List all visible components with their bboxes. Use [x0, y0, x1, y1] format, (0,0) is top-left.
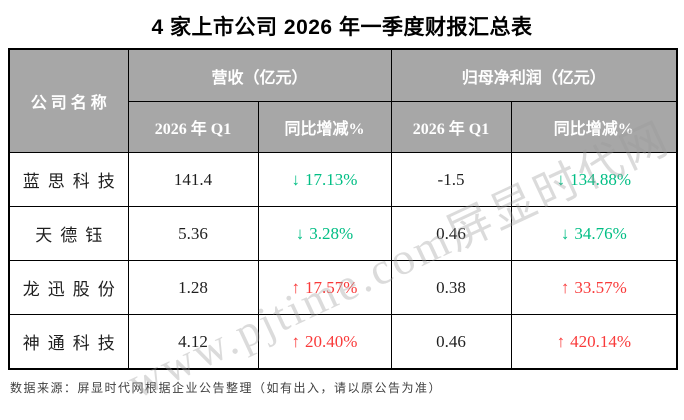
financial-report-table: 公司名称 营收（亿元） 归母净利润（亿元） 2026 年 Q1 同比增减% 20… — [8, 48, 679, 370]
profit-yoy-value: 420.14% — [570, 331, 631, 351]
change-arrow-icon: ↓ — [295, 223, 305, 243]
profit-q1-cell: 0.38 — [390, 260, 512, 315]
revenue-q1-cell: 4.12 — [127, 314, 259, 370]
profit-yoy-cell: ↑ 33.57% — [510, 260, 678, 315]
header-group-row: 公司名称 营收（亿元） 归母净利润（亿元） — [8, 48, 678, 153]
revenue-yoy-cell: ↓ 3.28% — [257, 206, 392, 261]
profit-q1-cell: 0.46 — [390, 206, 512, 261]
revenue-q1-cell: 1.28 — [127, 260, 259, 315]
data-source-note: 数据来源：屏显时代网根据企业公告整理（如有出入，请以原公告为准） — [10, 381, 443, 395]
revenue-yoy-cell: ↑ 17.57% — [257, 260, 392, 315]
revenue-yoy-value: 20.40% — [305, 331, 358, 351]
revenue-yoy-header: 同比增减% — [257, 101, 392, 153]
revenue-yoy-value: 3.28% — [309, 223, 354, 243]
revenue-yoy-cell: ↑ 20.40% — [257, 314, 392, 370]
company-name-header: 公司名称 — [8, 48, 129, 153]
change-arrow-icon: ↓ — [291, 169, 301, 189]
change-arrow-icon: ↑ — [560, 277, 570, 297]
revenue-group-header: 营收（亿元） — [127, 48, 392, 102]
change-arrow-icon: ↓ — [556, 169, 566, 189]
table-row: 蓝思科技 141.4 ↓ 17.13% -1.5 ↓ 134.88% — [8, 152, 678, 207]
company-name-cell: 天德钰 — [8, 206, 129, 261]
profit-yoy-cell: ↓ 134.88% — [510, 152, 678, 207]
header-sub-row: 2026 年 Q1 同比增减% 2026 年 Q1 同比增减% — [9, 101, 678, 153]
profit-yoy-header: 同比增减% — [510, 101, 678, 153]
change-arrow-icon: ↑ — [291, 277, 301, 297]
profit-yoy-value: 34.76% — [574, 223, 627, 243]
company-name-cell: 蓝思科技 — [8, 152, 129, 207]
page-title: 4 家上市公司 2026 年一季度财报汇总表 — [151, 16, 533, 39]
change-arrow-icon: ↓ — [560, 223, 570, 243]
revenue-yoy-cell: ↓ 17.13% — [257, 152, 392, 207]
revenue-q1-cell: 141.4 — [127, 152, 259, 207]
profit-q1-header: 2026 年 Q1 — [390, 101, 512, 153]
profit-q1-cell: 0.46 — [390, 314, 512, 370]
profit-yoy-value: 134.88% — [570, 169, 631, 189]
company-name-cell: 龙迅股份 — [8, 260, 129, 315]
revenue-yoy-value: 17.57% — [305, 277, 358, 297]
revenue-yoy-value: 17.13% — [305, 169, 358, 189]
profit-yoy-value: 33.57% — [574, 277, 627, 297]
table-row: 神通科技 4.12 ↑ 20.40% 0.46 ↑ 420.14% — [8, 314, 678, 370]
table-row: 天德钰 5.36 ↓ 3.28% 0.46 ↓ 34.76% — [8, 206, 678, 261]
revenue-q1-header: 2026 年 Q1 — [127, 101, 259, 153]
company-name-cell: 神通科技 — [8, 314, 129, 370]
profit-group-header: 归母净利润（亿元） — [390, 48, 678, 102]
change-arrow-icon: ↑ — [291, 331, 301, 351]
change-arrow-icon: ↑ — [556, 331, 566, 351]
profit-yoy-cell: ↑ 420.14% — [510, 314, 678, 370]
profit-yoy-cell: ↓ 34.76% — [510, 206, 678, 261]
profit-q1-cell: -1.5 — [390, 152, 512, 207]
revenue-q1-cell: 5.36 — [127, 206, 259, 261]
table-row: 龙迅股份 1.28 ↑ 17.57% 0.38 ↑ 33.57% — [8, 260, 678, 315]
